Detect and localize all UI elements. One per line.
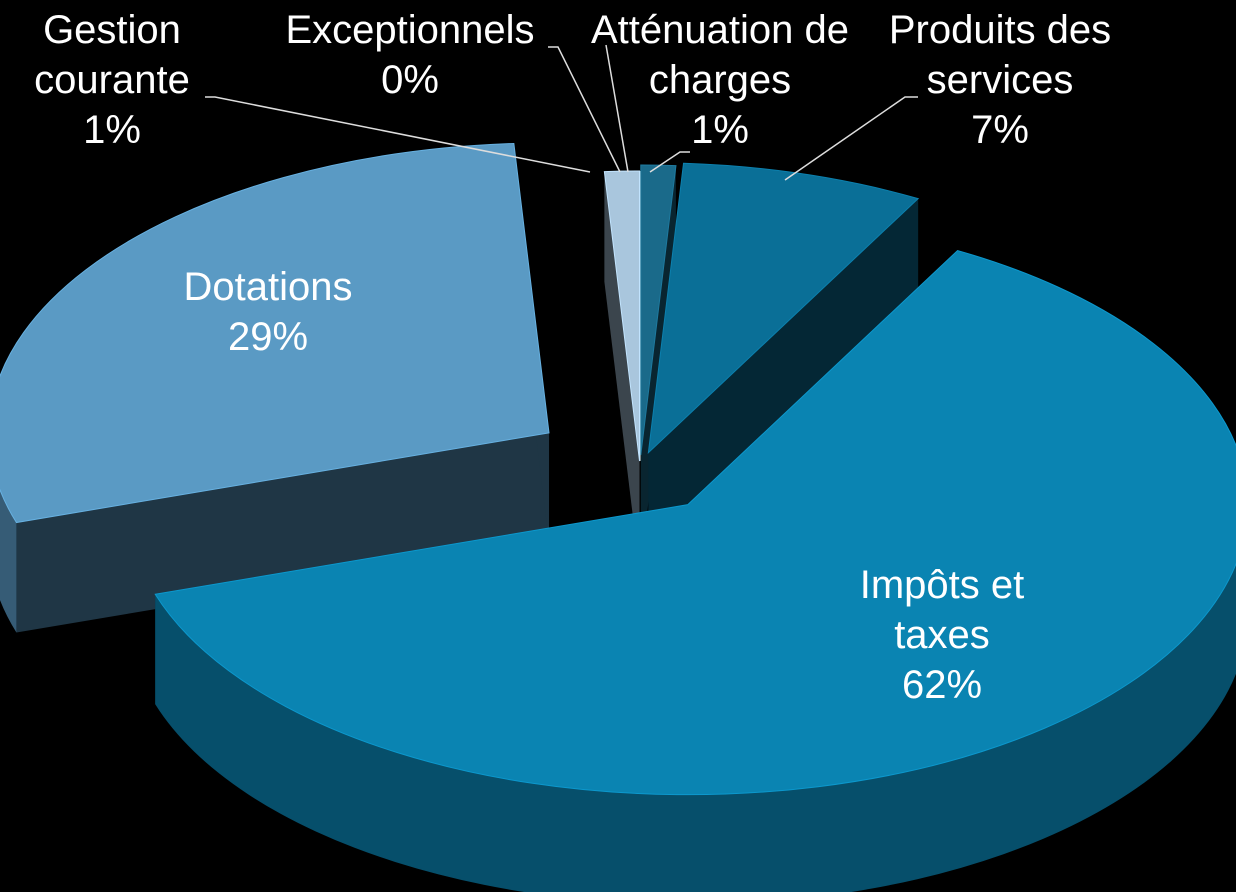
category-name: Produits des services	[888, 8, 1112, 102]
data-label: Impôts et taxes 62%	[832, 560, 1052, 710]
category-name: Gestion courante	[34, 8, 190, 102]
data-label: Dotations 29%	[148, 262, 388, 362]
value-label: 62%	[901, 663, 983, 707]
pie-slice	[640, 164, 677, 456]
value-label: 1%	[83, 108, 141, 152]
value-label: 1%	[691, 108, 749, 152]
leader-line	[605, 44, 629, 173]
value-label: 29%	[227, 315, 309, 359]
leader-line	[649, 151, 690, 173]
slice-cut-face	[648, 198, 919, 563]
category-name: Atténuation de charges	[591, 8, 849, 102]
category-name: Impôts et taxes	[859, 563, 1025, 657]
data-label: Atténuation de charges 1%	[585, 5, 855, 155]
pie-slice	[0, 142, 550, 524]
data-label: Produits des services 7%	[855, 5, 1145, 155]
slice-cut-face	[16, 432, 550, 633]
pie-slice	[603, 170, 641, 462]
slice-cut-face	[604, 171, 640, 572]
slice-side	[0, 489, 17, 633]
value-label: 0%	[381, 58, 439, 102]
data-label: Gestion courante 1%	[12, 5, 212, 155]
leader-line	[548, 46, 621, 173]
value-label: 7%	[971, 108, 1029, 152]
slice-side	[155, 563, 1236, 892]
category-name: Exceptionnels	[285, 8, 535, 52]
data-label: Exceptionnels 0%	[280, 5, 540, 105]
pie-slice	[154, 249, 1236, 796]
leader-line	[205, 96, 591, 173]
category-name: Dotations	[183, 265, 353, 309]
leader-line	[784, 96, 918, 181]
pie-slice	[647, 162, 920, 455]
